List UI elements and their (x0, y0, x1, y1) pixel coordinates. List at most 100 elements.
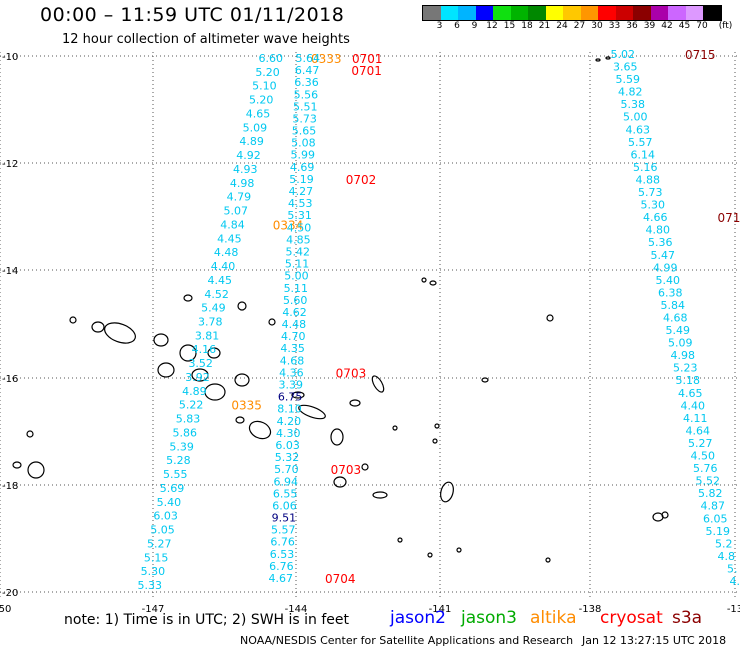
color-unit-label: (ft) (718, 21, 733, 31)
wave-height-value: 5.09 (243, 121, 268, 134)
satellite-legend-s3a: s3a (672, 608, 703, 628)
color-tick-label: 39 (643, 21, 656, 31)
wave-height-value: 5.73 (292, 112, 317, 125)
wave-height-value: 4.68 (280, 354, 305, 367)
map-subtitle: 12 hour collection of altimeter wave hei… (62, 32, 350, 47)
wave-height-value: 6.14 (631, 148, 656, 161)
wave-height-value: 3.39 (279, 379, 304, 392)
wave-height-value: 5.10 (252, 80, 277, 93)
color-tick-label: 3 (436, 21, 443, 31)
wave-height-value: 5.59 (616, 73, 641, 86)
color-tick-label: 9 (471, 21, 478, 31)
island-outline (427, 552, 433, 558)
wave-height-value: 5.83 (176, 413, 201, 426)
latitude-label: -12 (2, 159, 18, 170)
wave-height-value: 4.87 (701, 500, 726, 513)
wave-height-value: 3.81 (195, 329, 220, 342)
island-outline (248, 420, 272, 440)
wave-height-value: 5.27 (147, 537, 172, 550)
wave-height-value: 4.89 (182, 385, 207, 398)
island-outline (595, 58, 601, 62)
color-swatch (668, 6, 686, 20)
wave-height-value: 4.98 (230, 177, 255, 190)
satellite-legend-jason3: jason3 (461, 608, 517, 628)
wave-height-value: 5.47 (651, 249, 676, 262)
wave-height-value: 5.19 (706, 525, 731, 538)
wave-height-value: 4.53 (288, 197, 313, 210)
map-axis-labels: -150 -147 -144 -141 -138 -13 -10 -12 -14 -16 -18 -2… (0, 52, 740, 615)
wave-height-value: 4. (730, 575, 740, 588)
island-outline (397, 537, 403, 543)
wave-height-value: 4.8 (718, 550, 736, 563)
wave-height-value: 5.22 (179, 399, 204, 412)
wave-height-value: 4.65 (678, 387, 703, 400)
wave-height-value: 5.49 (201, 302, 226, 315)
wave-height-value: 4.35 (280, 342, 305, 355)
island-outline (183, 294, 193, 302)
island-outline (605, 56, 611, 60)
wave-height-value: 5.11 (285, 258, 310, 271)
wave-height-value: 5.55 (163, 468, 188, 481)
wave-height-value: 5.02 (611, 48, 636, 61)
island-outline (421, 277, 427, 283)
color-tick-label: 70 (696, 21, 708, 31)
island-outline (481, 377, 489, 383)
generated-timestamp: Jan 12 13:27:15 UTC 2018 (582, 634, 727, 647)
pass-time-label: 0701 (351, 64, 382, 78)
wave-height-value: 6.75 (278, 391, 303, 404)
wave-height-value: 5.20 (255, 66, 280, 79)
latitude-label: -10 (2, 52, 18, 63)
color-tick-label: 21 (538, 21, 551, 31)
wave-height-value: 5.60 (283, 294, 308, 307)
island-outline (372, 491, 388, 499)
wave-height-value: 5.39 (169, 440, 194, 453)
island-outline (191, 368, 209, 382)
wave-height-value: 6.36 (294, 76, 319, 89)
wave-height-value: 4.20 (277, 415, 302, 428)
wave-height-value: 4.45 (217, 232, 242, 245)
wave-height-value: 5.30 (141, 565, 166, 578)
wave-height-value: 5.2 (715, 537, 733, 550)
wave-height-value: 3.78 (198, 316, 223, 329)
wave-height-value: 6.03 (275, 439, 300, 452)
island-outline (179, 344, 197, 362)
color-scale-ticks: 3 6 9 12 15 18 21 24 27 30 33 36 39 42 45 70 (ft) (422, 21, 740, 33)
color-tick-label: 45 (678, 21, 691, 31)
island-outline (235, 416, 245, 424)
island-outline (546, 314, 554, 322)
island-outline (456, 547, 462, 553)
color-swatch (510, 6, 528, 20)
wave-height-value: 6.94 (274, 475, 299, 488)
wave-height-value: 5.00 (623, 111, 648, 124)
color-swatch (423, 6, 441, 20)
wave-height-value: 6.55 (273, 487, 298, 500)
wave-height-value: 5.15 (144, 551, 169, 564)
wave-height-value: 5.38 (621, 98, 646, 111)
wave-height-value: 5.09 (668, 337, 693, 350)
wave-height-value: 4.84 (220, 218, 245, 231)
wave-height-value: 5.42 (285, 245, 310, 258)
color-swatch (545, 6, 563, 20)
color-swatch (493, 6, 511, 20)
island-outline (298, 404, 326, 420)
longitude-label: -13 (727, 604, 740, 615)
island-outline (333, 476, 347, 488)
satellite-legend-altika: altika (530, 608, 577, 628)
pass-time-label: 0334 (273, 218, 304, 232)
island-outline (268, 318, 276, 326)
wave-height-value: 5.11 (284, 282, 309, 295)
wave-height-value: 5.32 (275, 451, 300, 464)
wave-height-value: 4.80 (646, 224, 671, 237)
island-outline (207, 347, 221, 359)
wave-height-value: 6.06 (272, 499, 297, 512)
latitude-label: -16 (2, 374, 18, 385)
wave-height-value: 9.51 (272, 512, 297, 525)
footnote: note: 1) Time is in UTC; 2) SWH is in fe… (64, 612, 350, 628)
wave-height-value: 5.70 (274, 463, 299, 476)
island-outline (371, 375, 385, 393)
wave-height-value: 5. (727, 562, 738, 575)
island-outline (27, 461, 45, 479)
wave-height-value: 6.76 (270, 536, 295, 549)
island-outline (104, 322, 136, 344)
color-swatch (458, 6, 476, 20)
